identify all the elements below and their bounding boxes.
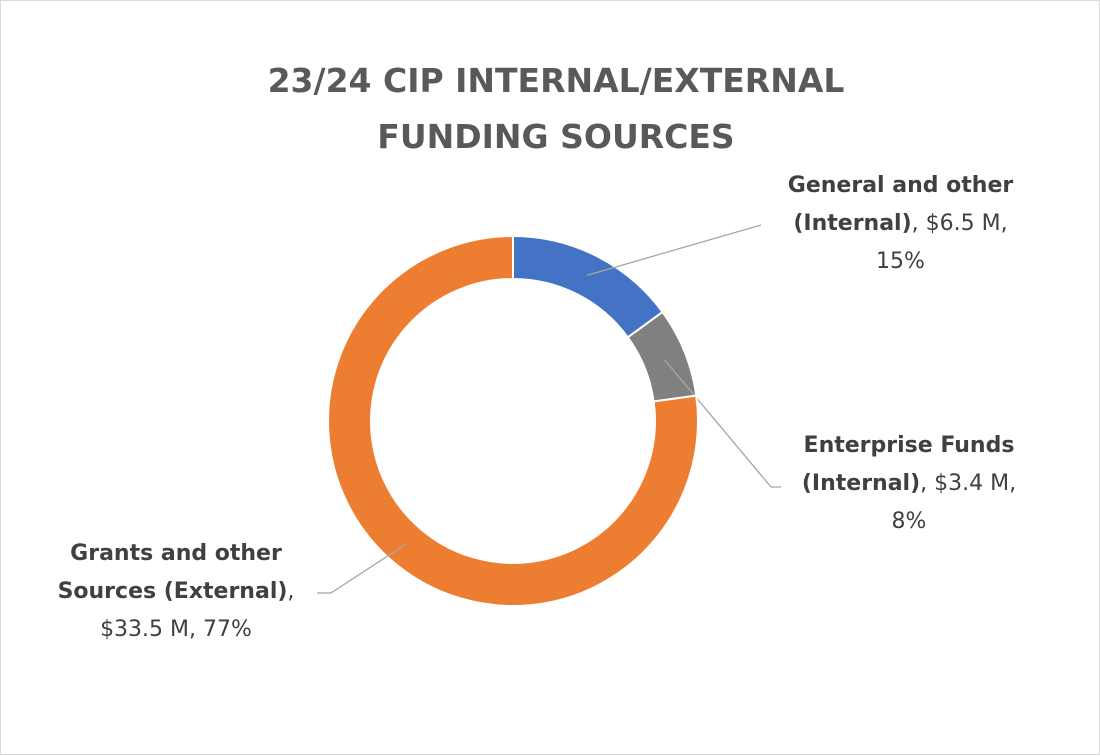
label-value: $6.5 M — [925, 211, 1001, 236]
chart-title: 23/24 CIP INTERNAL/EXTERNAL FUNDING SOUR… — [267, 61, 845, 156]
slice — [327, 234, 699, 607]
leader-line — [317, 543, 406, 594]
label-value: $3.4 M — [934, 471, 1010, 496]
leader-line — [664, 359, 781, 488]
label-category: Enterprise Funds (Internal) — [801, 433, 1015, 496]
data-label: Enterprise Funds (Internal), $3.4 M, 8% — [801, 433, 1017, 534]
slice — [512, 234, 664, 339]
data-label: General and other (Internal), $6.5 M, 15… — [787, 173, 1014, 274]
leader-line — [586, 224, 762, 276]
label-percent: 8% — [891, 509, 927, 534]
label-value: $33.5 M — [100, 617, 190, 642]
label-category: General and other (Internal) — [787, 173, 1014, 236]
label-category: Grants and other Sources (External) — [57, 541, 288, 604]
label-percent: 15% — [876, 249, 925, 274]
data-label: Grants and other Sources (External), $33… — [57, 541, 295, 642]
label-percent: 77% — [203, 617, 252, 642]
